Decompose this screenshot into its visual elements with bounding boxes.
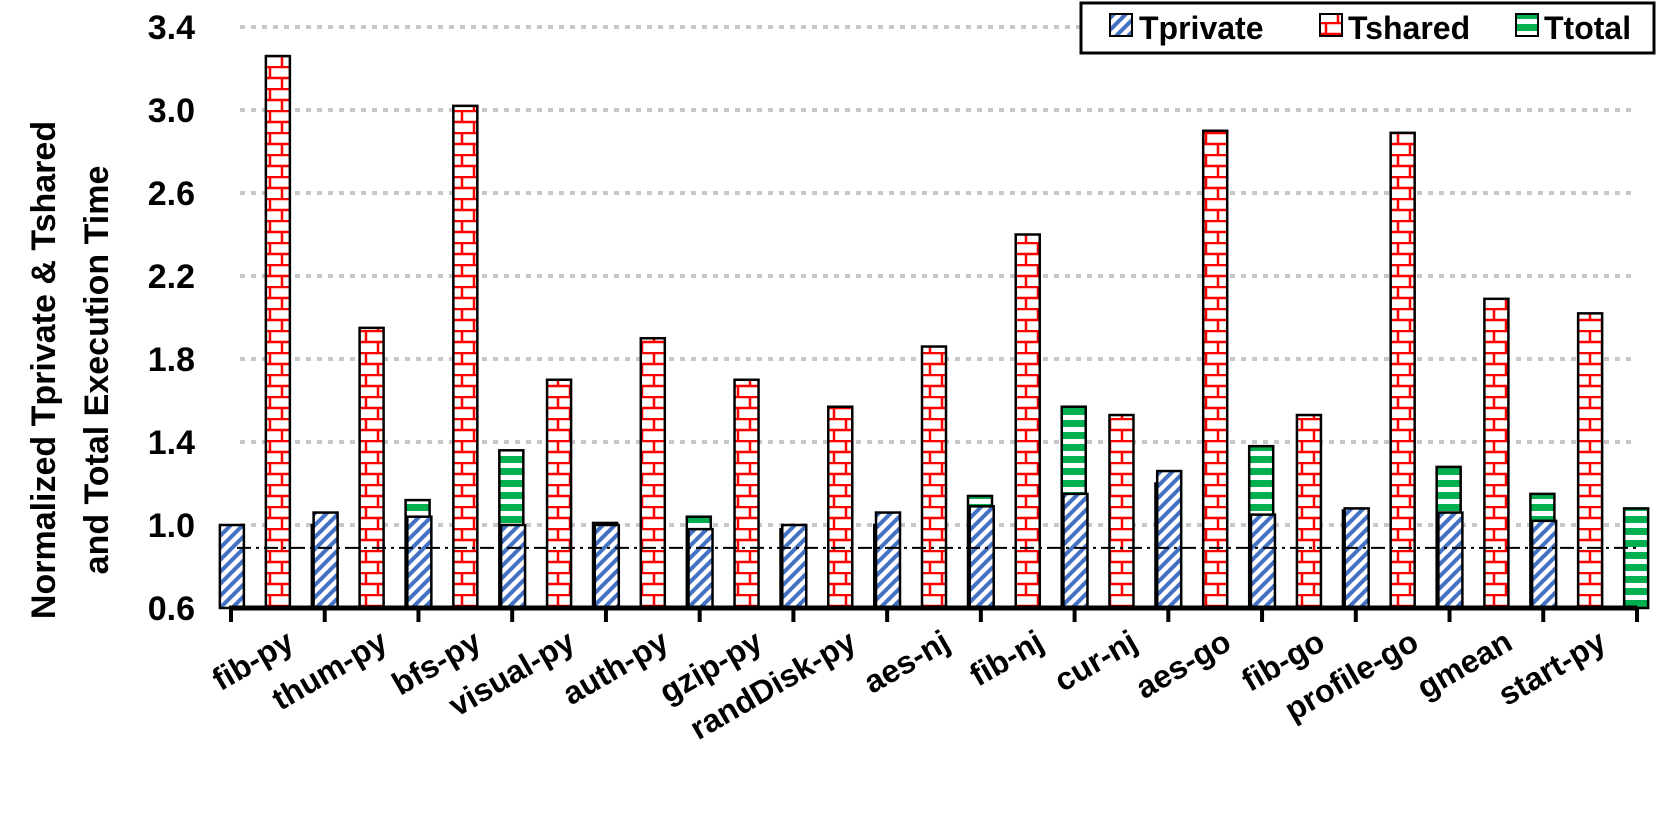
- y-tick-label: 0.6: [148, 590, 195, 628]
- y-axis-title-line-2: and Total Execution Time: [78, 166, 116, 575]
- bar-tprivate-profile-go: [1343, 507, 1370, 610]
- x-category-label: fib-nj: [964, 623, 1050, 693]
- legend-swatch-tshared: [1319, 13, 1343, 37]
- legend-label-tprivate: Tprivate: [1139, 10, 1263, 46]
- y-tick-label: 3.4: [148, 9, 195, 47]
- legend-swatch-tprivate: [1109, 13, 1133, 37]
- bar-tshared-bfs-py: [452, 104, 479, 610]
- bar-tprivate-gmean: [1437, 511, 1464, 610]
- bar-tprivate-cur-nj: [1062, 492, 1089, 610]
- y-tick-label: 2.6: [148, 175, 195, 213]
- bar-tprivate-aes-go: [1155, 469, 1183, 610]
- bar-tprivate-start-py: [1530, 519, 1558, 610]
- y-tick-label: 3.0: [148, 92, 195, 130]
- x-axis: [229, 605, 1639, 622]
- bar-tshared-aes-go: [1201, 129, 1229, 610]
- x-category-label: cur-nj: [1048, 623, 1143, 699]
- bar-tprivate-thum-py: [312, 511, 339, 610]
- legend-box: [1079, 1, 1656, 55]
- bar-tshared-auth-py: [639, 337, 667, 610]
- x-category-label: start-py: [1492, 623, 1612, 713]
- bar-tshared-start-py: [1576, 312, 1604, 610]
- x-category-label: aes-nj: [857, 623, 955, 700]
- legend-label-tshared: Tshared: [1348, 10, 1470, 46]
- bar-ttotal-start-py: [1622, 507, 1650, 610]
- bar-tprivate-auth-py: [593, 523, 621, 610]
- bar-tshared-gmean: [1483, 297, 1510, 610]
- bar-tprivate-fib-go: [1249, 513, 1277, 610]
- y-tick-label: 1.8: [148, 341, 195, 379]
- legend-label-ttotal: Ttotal: [1544, 10, 1631, 46]
- bar-tprivate-fib-nj: [968, 505, 995, 610]
- bar-tprivate-randDisk-py: [781, 523, 808, 610]
- y-axis-title: Normalized Tprivate & Tshared and Total …: [25, 121, 116, 619]
- legend: Tprivate Tshared Ttotal: [1079, 1, 1656, 55]
- bar-tshared-profile-go: [1389, 131, 1416, 610]
- bar-tprivate-fib-py: [218, 523, 246, 610]
- y-tick-label: 1.0: [148, 507, 195, 545]
- y-tick-label: 2.2: [148, 258, 195, 296]
- bar-tshared-randDisk-py: [827, 405, 854, 610]
- x-category-label: aes-go: [1129, 623, 1236, 706]
- bar-tprivate-aes-nj: [874, 511, 902, 610]
- bar-tshared-fib-go: [1295, 413, 1323, 610]
- bar-tprivate-gzip-py: [687, 527, 714, 610]
- bar-tprivate-visual-py: [499, 523, 527, 610]
- x-category-label: auth-py: [556, 623, 674, 712]
- bar-tshared-visual-py: [545, 378, 573, 610]
- x-axis-categories: fib-pythum-pybfs-pyvisual-pyauth-pygzip-…: [206, 623, 1612, 747]
- y-axis-title-line-1: Normalized Tprivate & Tshared: [25, 121, 63, 619]
- bar-tprivate-bfs-py: [406, 515, 433, 610]
- legend-swatch-ttotal: [1515, 13, 1539, 37]
- bar-tshared-fib-nj: [1014, 233, 1041, 610]
- y-tick-label: 1.4: [148, 424, 195, 462]
- y-axis-ticks: 0.6 1.0 1.4 1.8 2.2 2.6 3.0 3.4: [148, 9, 195, 628]
- bar-tshared-cur-nj: [1108, 413, 1135, 610]
- bar-tshared-aes-nj: [920, 345, 948, 610]
- bars: [218, 54, 1650, 610]
- bar-tshared-gzip-py: [733, 378, 760, 610]
- bar-tshared-fib-py: [264, 54, 292, 610]
- bar-tshared-thum-py: [358, 326, 385, 610]
